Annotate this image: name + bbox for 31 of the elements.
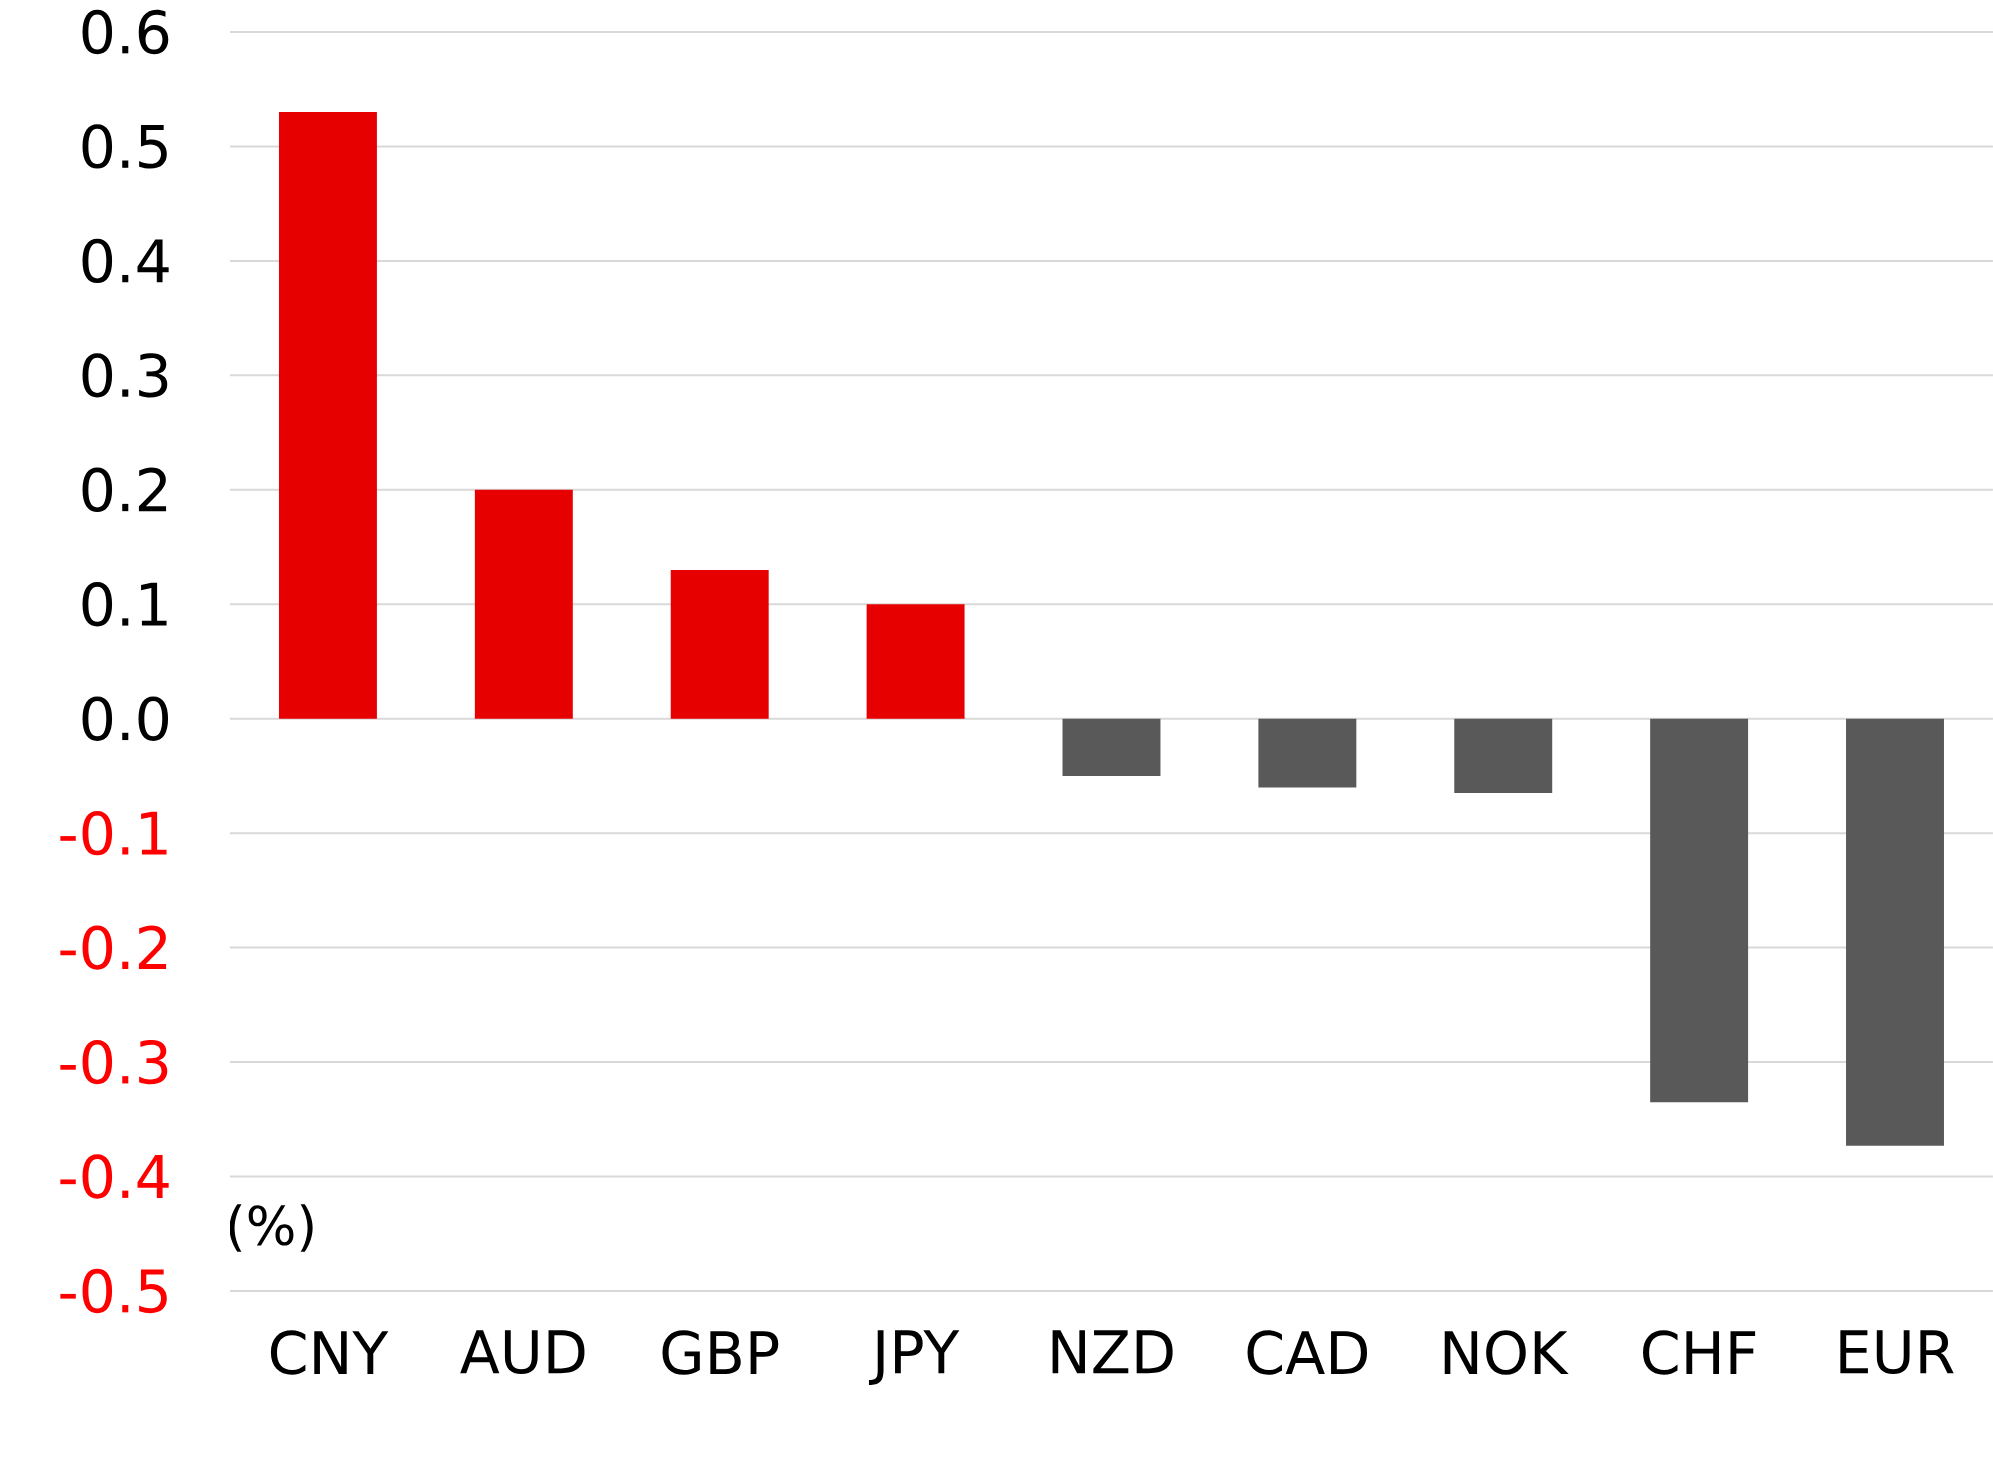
y-tick-label: 0.3	[82, 353, 168, 398]
y-tick-label: -0.4	[60, 1154, 169, 1199]
bar	[278, 112, 377, 719]
y-tick-label: -0.5	[60, 1268, 167, 1314]
bar	[1454, 718, 1553, 794]
x-tick-label: CAD	[1247, 1330, 1367, 1375]
bar	[1258, 718, 1357, 788]
y-tick-label: -0.2	[60, 925, 167, 970]
bar	[670, 569, 769, 719]
bar	[1062, 718, 1161, 776]
y-tick-label: 0.4	[82, 238, 169, 284]
y-tick-label: -0.1	[60, 810, 167, 856]
x-tick-label: CHF	[1643, 1330, 1756, 1375]
y-axis-title: (%)	[229, 1204, 313, 1252]
x-tick-label: GBP	[662, 1330, 779, 1375]
x-tick-label: NZD	[1052, 1330, 1173, 1374]
y-tick-label: 0.5	[82, 124, 167, 169]
x-tick-label: EUR	[1840, 1330, 1954, 1374]
x-tick-label: JPY	[868, 1330, 960, 1385]
y-tick-label: 0.1	[82, 582, 167, 627]
bar	[866, 604, 965, 719]
y-tick-label: -0.3	[60, 1039, 168, 1085]
bar	[474, 489, 573, 719]
x-tick-label: AUD	[460, 1330, 585, 1374]
x-tick-label: CNY	[270, 1330, 389, 1375]
x-tick-label: NOK	[1444, 1330, 1569, 1375]
y-tick-label: 0.6	[82, 9, 169, 55]
bar	[1846, 718, 1944, 1146]
y-tick-label: 0.0	[82, 696, 169, 741]
y-tick-label: 0.2	[82, 467, 167, 512]
bar	[1650, 718, 1749, 1103]
